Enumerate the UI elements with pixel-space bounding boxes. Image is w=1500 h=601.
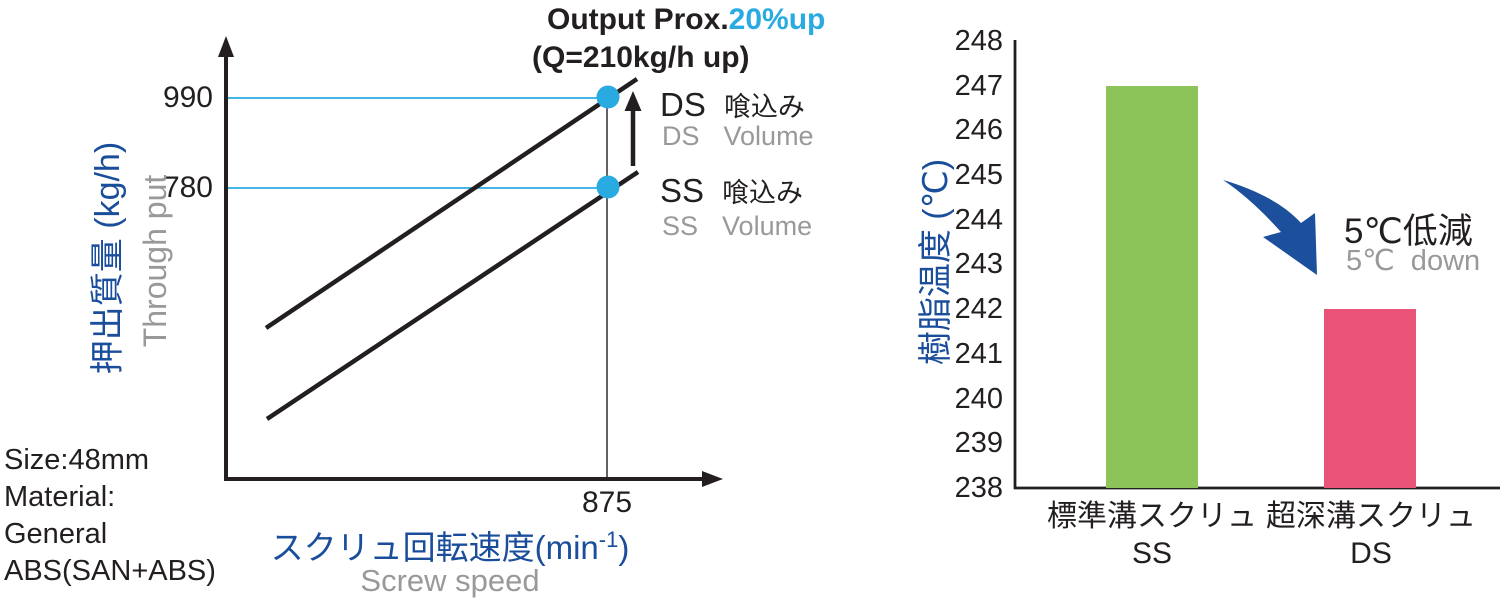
y-tick-label: 248 [954, 25, 1003, 57]
legend-ds: DS 喰込み [660, 85, 805, 124]
annotation-temp-drop-en: 5℃ down [1346, 245, 1481, 277]
y-axis-arrowhead [218, 36, 234, 57]
ss-line [265, 170, 640, 421]
y-tick-label: 243 [954, 248, 1003, 281]
ds-data-point [596, 85, 620, 109]
y-tick-label: 247 [954, 69, 1003, 102]
annotation-temp-drop-jp: 5℃低減 [1344, 212, 1473, 251]
note-size: Size:48mm [4, 444, 150, 476]
y-tick-label: 242 [954, 293, 1003, 326]
y-tick-label: 244 [954, 203, 1003, 236]
note-material: Material: [4, 481, 116, 513]
y-tick-990: 990 [162, 81, 213, 114]
chart-title-black: Output Prox. [547, 3, 729, 36]
x-axis-arrowhead [702, 471, 723, 487]
y-tick-label: 240 [954, 382, 1003, 415]
left-y-axis-title-en: Through put [137, 174, 173, 348]
y-tick-780: 780 [162, 171, 213, 204]
legend-ds-sub: DS Volume [662, 121, 814, 152]
bar-label-ss: 標準溝スクリュ SS [1027, 498, 1277, 572]
legend-ds-name: DS [660, 86, 706, 123]
ds-line [264, 77, 639, 330]
bar-label-ds-line1: 超深溝スクリュ [1266, 500, 1476, 533]
right-y-axis-title: 樹脂温度 (℃) [917, 158, 955, 366]
note-general: General [4, 518, 108, 550]
left-x-axis-title-jp: スクリュ回転速度(min-1) [230, 521, 670, 569]
chart-title: Output Prox.20%up [547, 3, 825, 37]
legend-ss-name: SS [660, 172, 705, 209]
bar-ss-standard-screw [1106, 86, 1198, 488]
y-tick-label: 239 [954, 427, 1003, 460]
bar-label-ss-line1: 標準溝スクリュ [1047, 500, 1257, 533]
bar-ds-deep-screw [1324, 309, 1416, 488]
ss-data-point [596, 175, 620, 199]
material-notes: Size:48mm Material: General ABS(SAN+ABS) [4, 442, 216, 590]
chart-subtitle: (Q=210kg/h up) [532, 41, 750, 74]
legend-ds-name-en: DS [662, 121, 700, 151]
legend-ds-en: Volume [723, 121, 814, 151]
x-title-close: ) [618, 529, 630, 566]
gain-up-arrow [624, 91, 642, 166]
line-chart-axes [218, 36, 723, 487]
legend-ss: SS 喰込み [660, 171, 803, 210]
y-tick-label: 238 [954, 471, 1003, 504]
x-tick-875: 875 [581, 486, 633, 519]
x-title-sup: -1 [598, 527, 619, 552]
right-y-axis-ticks: 248 247 246 245 244 243 242 241 240 239 238 [880, 26, 1003, 503]
bar-label-ss-line2: SS [1131, 537, 1173, 570]
temperature-drop-arrow [1223, 180, 1317, 275]
y-tick-label: 241 [954, 337, 1003, 370]
legend-ds-jp: 喰込み [723, 92, 805, 122]
left-x-axis-title-en: Screw speed [360, 563, 540, 598]
chart-title-accent: 20%up [728, 3, 826, 36]
legend-ss-sub: SS Volume [662, 211, 812, 242]
left-y-axis-title-jp: 押出質量 (kg/h) [89, 141, 127, 375]
x-title-main: スクリュ回転速度(min [270, 529, 599, 566]
y-tick-label: 246 [954, 114, 1003, 147]
legend-ss-jp: 喰込み [722, 178, 804, 208]
legend-ss-name-en: SS [662, 211, 699, 241]
legend-ss-en: Volume [722, 211, 813, 241]
bar-chart-axes [1013, 40, 1500, 490]
note-abs: ABS(SAN+ABS) [4, 555, 216, 587]
y-tick-label: 245 [954, 159, 1003, 192]
bar-label-ds-line2: DS [1350, 537, 1392, 570]
bar-label-ds: 超深溝スクリュ DS [1246, 498, 1496, 572]
